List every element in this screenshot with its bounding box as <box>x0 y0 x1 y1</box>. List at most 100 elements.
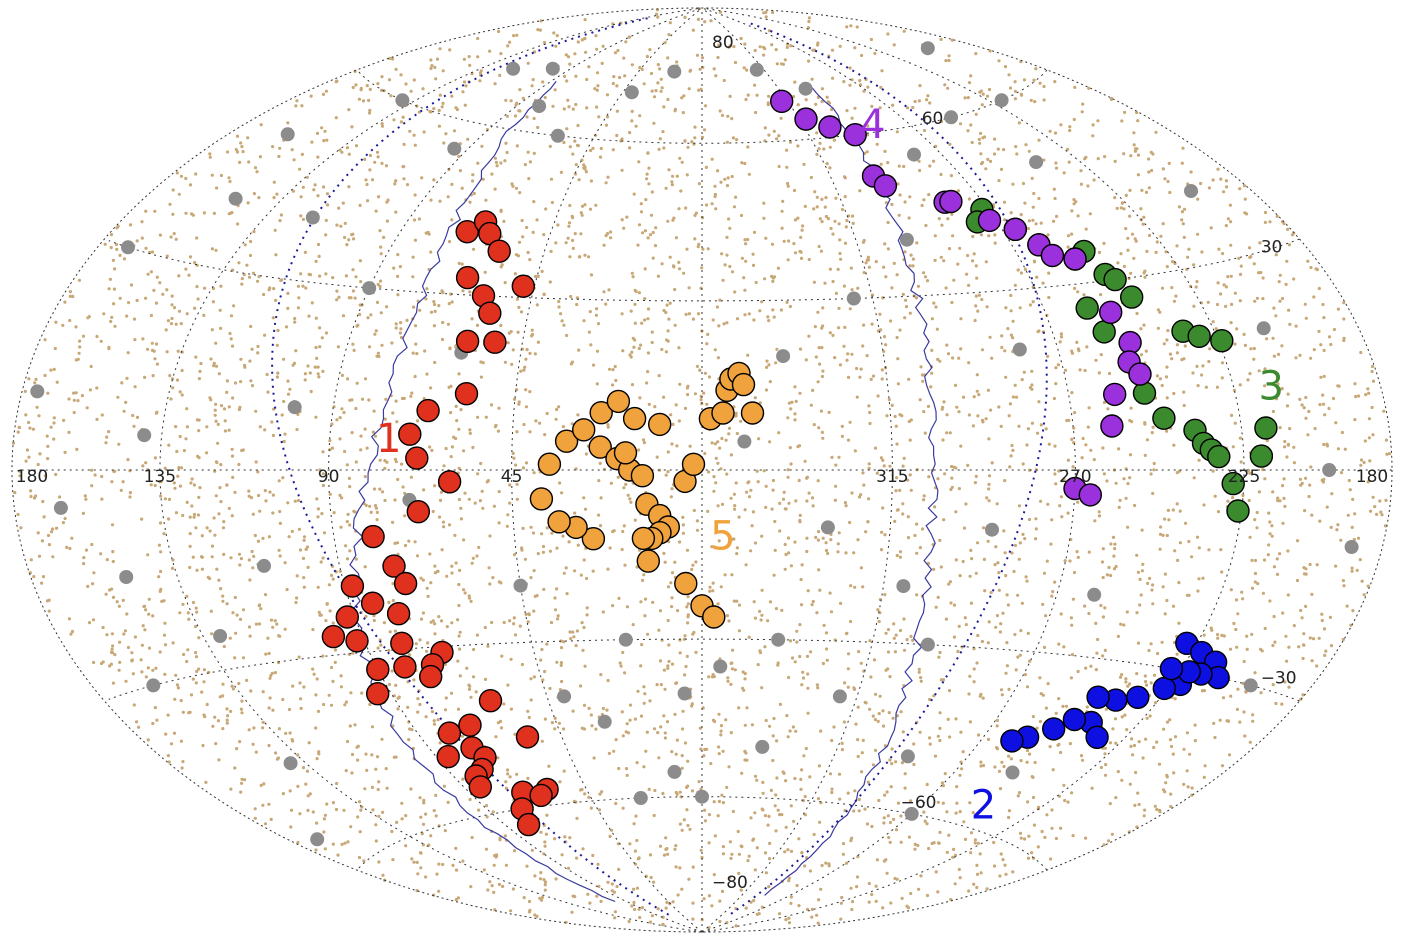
background-point <box>1312 348 1316 352</box>
background-point <box>595 47 599 51</box>
background-point <box>487 566 491 570</box>
background-point <box>214 494 218 498</box>
background-point <box>1180 210 1184 214</box>
background-point <box>1102 472 1106 476</box>
background-point <box>999 622 1003 626</box>
background-point <box>1011 395 1016 399</box>
background-point <box>1051 768 1055 772</box>
background-point <box>1034 222 1038 226</box>
background-point <box>834 463 838 467</box>
background-point <box>919 676 923 680</box>
background-point <box>842 344 846 348</box>
background-point <box>828 591 832 595</box>
background-point <box>838 251 842 256</box>
background-point <box>973 838 978 842</box>
background-point <box>1073 85 1077 89</box>
background-point <box>52 437 56 441</box>
background-point <box>1053 131 1058 135</box>
background-point <box>1060 515 1064 519</box>
background-point <box>451 863 455 868</box>
background-point <box>1042 571 1047 575</box>
background-point <box>425 649 429 653</box>
background-point <box>1286 392 1290 396</box>
background-point <box>702 391 706 395</box>
background-point <box>585 77 589 82</box>
background-point <box>438 93 442 97</box>
background-point <box>1056 743 1060 747</box>
background-point <box>786 181 790 186</box>
background-point <box>672 216 676 220</box>
background-point <box>956 262 960 266</box>
background-point <box>815 205 819 209</box>
background-point <box>781 497 786 501</box>
background-point <box>502 702 506 706</box>
background-point <box>772 573 776 577</box>
background-point <box>583 18 587 22</box>
background-point <box>1268 599 1272 603</box>
background-point <box>296 753 300 757</box>
background-point <box>1306 259 1310 263</box>
background-point <box>268 676 272 680</box>
background-point <box>538 877 543 881</box>
background-point <box>1008 86 1013 90</box>
background-point <box>528 351 532 355</box>
background-point <box>185 312 189 316</box>
background-point <box>1357 394 1361 398</box>
background-point <box>747 635 751 639</box>
background-point <box>1081 102 1085 106</box>
background-point <box>99 552 103 556</box>
background-point <box>543 888 547 892</box>
background-point <box>1322 627 1327 631</box>
background-point <box>690 567 694 572</box>
background-point <box>302 535 307 539</box>
background-point <box>1171 752 1175 756</box>
background-point <box>523 557 528 561</box>
background-point <box>255 170 259 174</box>
background-point <box>378 638 382 642</box>
background-point <box>818 141 822 145</box>
background-point <box>799 577 803 582</box>
background-point <box>231 687 235 691</box>
background-point <box>789 44 793 48</box>
background-point <box>1134 147 1138 151</box>
background-point <box>752 230 757 234</box>
background-point <box>1334 421 1338 425</box>
background-point <box>798 623 802 627</box>
background-point <box>413 374 417 379</box>
background-point <box>1229 274 1233 278</box>
background-point <box>735 317 740 321</box>
background-point <box>810 907 814 912</box>
background-point <box>188 565 192 570</box>
background-point <box>312 188 316 192</box>
background-point <box>458 647 462 651</box>
background-point <box>193 261 197 265</box>
background-point <box>1147 157 1151 161</box>
background-point <box>442 141 446 145</box>
background-point <box>767 857 772 861</box>
background-point <box>792 95 796 99</box>
background-point <box>783 507 787 511</box>
background-point <box>853 585 857 589</box>
background-point <box>739 888 743 892</box>
background-point <box>635 761 639 765</box>
background-point <box>1308 562 1312 567</box>
background-point <box>682 818 686 822</box>
background-point <box>1302 406 1306 410</box>
background-point <box>1339 471 1344 475</box>
background-point <box>777 134 781 138</box>
background-point <box>573 895 577 899</box>
background-point <box>918 398 922 402</box>
background-point <box>469 599 473 604</box>
background-point <box>932 301 936 305</box>
background-point <box>141 337 145 341</box>
background-point <box>479 360 483 364</box>
background-point <box>1036 431 1040 435</box>
background-point <box>514 463 518 467</box>
background-point <box>1242 710 1246 714</box>
background-point <box>1149 681 1153 685</box>
background-point <box>821 306 825 310</box>
background-point <box>820 430 825 434</box>
background-point <box>382 235 386 239</box>
background-point <box>788 446 792 450</box>
background-point <box>727 765 731 769</box>
